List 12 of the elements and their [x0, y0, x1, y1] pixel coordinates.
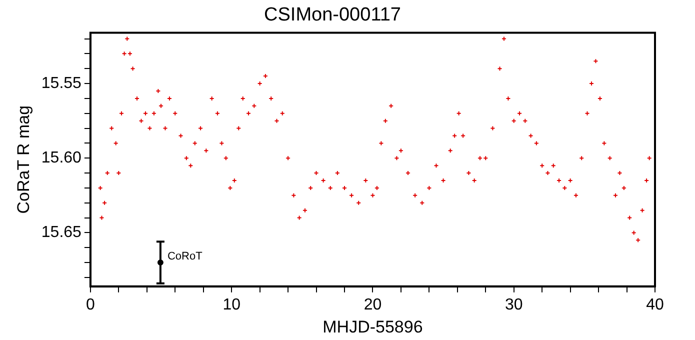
y-axis-title: CoRaT R mag [14, 105, 33, 214]
y-tick-label: 15.60 [41, 150, 82, 167]
x-tick-label: 0 [86, 296, 95, 314]
x-axis-title: MHJD-55896 [322, 317, 423, 336]
series-label: CoRoT [167, 250, 203, 263]
chart-title: CSIMon-000117 [264, 4, 401, 26]
y-tick-label: 15.55 [41, 74, 82, 92]
x-tick-label: 30 [504, 296, 523, 314]
x-tick-label: 10 [222, 296, 241, 314]
x-tick-label: 40 [646, 296, 664, 314]
y-tick-label: 15.65 [41, 224, 82, 242]
x-tick-label: 20 [364, 296, 382, 314]
